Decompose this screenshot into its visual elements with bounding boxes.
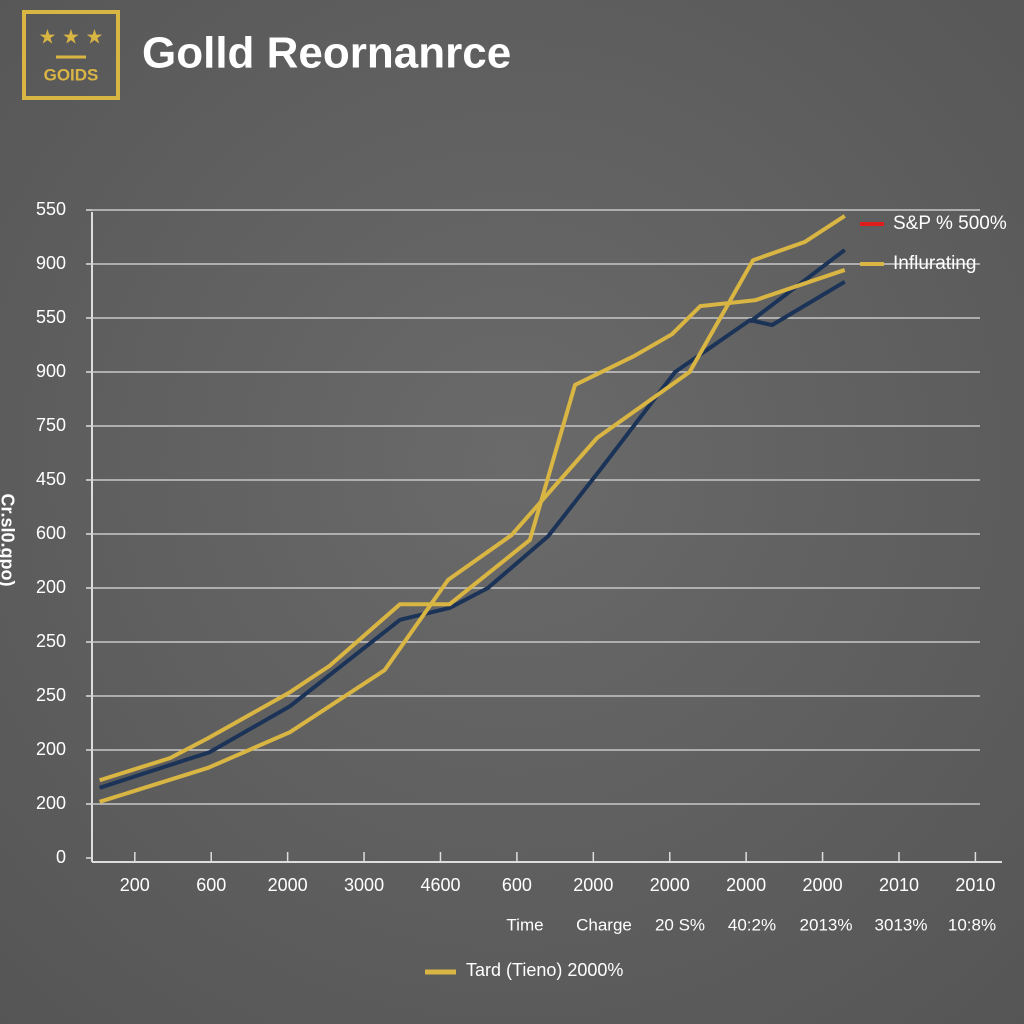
x-tick-label: 2000 — [573, 875, 613, 895]
x-tick-label: 4600 — [420, 875, 460, 895]
y-tick-label: 900 — [36, 253, 66, 273]
x-tick-label: 2010 — [879, 875, 919, 895]
legend-label: S&P % 500% — [893, 213, 1007, 234]
x-secondary-label: 3013% — [875, 915, 928, 934]
y-tick-label: 200 — [36, 577, 66, 597]
x-secondary-label: 20 S% — [655, 915, 705, 934]
x-tick-label: 2000 — [726, 875, 766, 895]
y-tick-label: 200 — [36, 793, 66, 813]
x-tick-label: 200 — [120, 875, 150, 895]
y-tick-label: 450 — [36, 469, 66, 489]
legend-label: Influrating — [893, 253, 976, 274]
logo: ★ ★ ★ GOIDS — [22, 10, 120, 100]
x-secondary-label: 10:8% — [948, 915, 996, 934]
x-tick-label: 2000 — [803, 875, 843, 895]
y-tick-label: 750 — [36, 415, 66, 435]
x-secondary-label: Charge — [576, 915, 632, 934]
x-tick-label: 600 — [502, 875, 532, 895]
x-secondary-label: 40:2% — [728, 915, 776, 934]
logo-stars: ★ ★ ★ — [39, 26, 104, 48]
y-tick-label: 250 — [36, 685, 66, 705]
x-tick-label: 600 — [196, 875, 226, 895]
y-tick-label: 550 — [36, 199, 66, 219]
x-secondary-label: Time — [506, 915, 543, 934]
y-tick-label: 550 — [36, 307, 66, 327]
x-tick-label: 2000 — [650, 875, 690, 895]
x-tick-label: 2010 — [955, 875, 995, 895]
series-line — [99, 214, 846, 804]
y-tick-label: 600 — [36, 523, 66, 543]
y-tick-label: 0 — [56, 847, 66, 867]
x-tick-label: 2000 — [268, 875, 308, 895]
logo-frame — [22, 10, 120, 100]
logo-text: GOIDS — [44, 65, 99, 84]
y-tick-label: 900 — [36, 361, 66, 381]
y-tick-label: 200 — [36, 739, 66, 759]
legend-label: Tard (Tieno) 2000% — [466, 960, 623, 980]
series-line — [99, 268, 846, 783]
chart-title: Golld Reornanrce — [142, 29, 511, 78]
y-axis-label: Cr.sl0.gpo) — [0, 493, 17, 586]
y-tick-label: 250 — [36, 631, 66, 651]
x-tick-label: 3000 — [344, 875, 384, 895]
x-secondary-label: 2013% — [800, 915, 853, 934]
